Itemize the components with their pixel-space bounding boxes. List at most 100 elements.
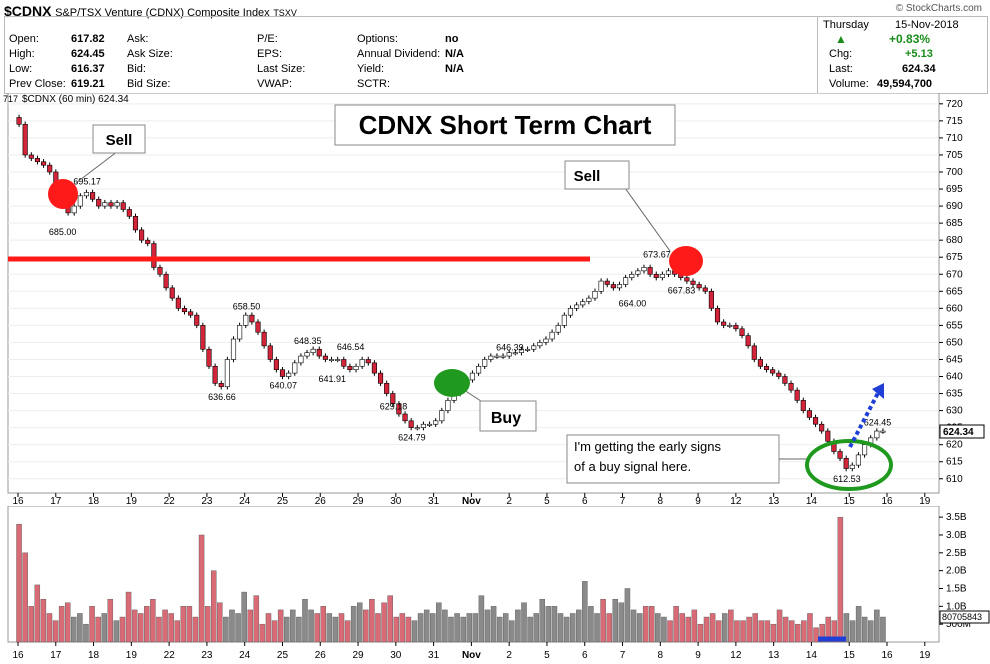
candle-body (114, 202, 120, 207)
quote-day: Thursday (823, 19, 869, 31)
candle-body (108, 202, 114, 207)
buy-label: Buy (491, 410, 521, 427)
volume-bar (235, 613, 241, 643)
open-value: 617.82 (71, 33, 105, 45)
candle-body (806, 410, 812, 418)
price-x-tick-label: 30 (390, 496, 402, 505)
volume-bar (807, 613, 813, 643)
candle-body (34, 158, 41, 163)
candle-body (188, 311, 194, 316)
yield-value: N/A (445, 63, 464, 75)
volume-bar (223, 616, 229, 643)
volume-bar (308, 609, 314, 643)
price-annotation: 636.66 (208, 392, 236, 402)
volume-bar (448, 616, 454, 643)
volume-bar (131, 609, 138, 643)
candle-body (500, 355, 506, 358)
price-annotation: 646.54 (337, 342, 365, 352)
price-annotation: 685.00 (49, 227, 77, 237)
price-y-tick-label: 675 (946, 252, 963, 263)
candle-body (120, 202, 126, 210)
candle-body (396, 403, 402, 415)
volume-x-tick-label: Nov (462, 650, 481, 661)
volume-x-tick-label: 23 (201, 650, 213, 661)
volume-bar (484, 609, 491, 643)
candle-body (22, 123, 28, 156)
candle-body (739, 328, 745, 336)
price-annotation: 667.83 (668, 286, 696, 296)
volume-bar (302, 598, 308, 643)
volume-bar (89, 606, 95, 643)
candle-body (647, 267, 653, 275)
dividend-value: N/A (445, 48, 464, 60)
volume-bar (624, 588, 631, 643)
candle-body (531, 345, 537, 350)
volume-bar (551, 606, 558, 643)
candle-body (598, 280, 604, 292)
last-label: Last: (829, 63, 853, 75)
price-annotation: 624.79 (398, 432, 426, 442)
volume-bar (758, 620, 765, 643)
candle-body (249, 314, 255, 323)
volume-bar (594, 613, 600, 643)
volume-bar (247, 609, 253, 643)
volume-bar (40, 598, 47, 643)
volume-bar (460, 616, 466, 643)
candle-body (439, 410, 445, 422)
candle-body (237, 325, 243, 340)
volume-bar (64, 602, 71, 643)
volume-bar (588, 606, 594, 643)
signal-note-line1: I'm getting the early signs (574, 439, 721, 454)
candle-body (659, 273, 665, 278)
volume-bar (533, 613, 539, 643)
price-grid (8, 103, 939, 480)
price-y-tick-label: 615 (946, 457, 963, 468)
candle-body (328, 359, 335, 361)
volume-y-tick-label: 1.5B (946, 583, 967, 594)
volume-x-tick-label: 16 (12, 650, 24, 661)
volume-bar (71, 616, 77, 643)
sell-marker-2 (669, 246, 703, 276)
volume-bar (795, 623, 801, 643)
volume-last-tag (939, 610, 990, 624)
volume-bar (150, 598, 156, 643)
volume-bar (636, 613, 643, 643)
volume-bar (314, 613, 320, 643)
candle-body (365, 359, 371, 364)
price-y-tick-label: 620 (946, 440, 963, 451)
volume-bar (405, 616, 412, 643)
volume-bar (496, 616, 503, 643)
volume-x-tick-label: 9 (695, 650, 701, 661)
volume-bar (162, 609, 168, 643)
dividend-label: Annual Dividend: (357, 48, 441, 60)
candle-body (41, 161, 47, 166)
projection-arrowhead-icon (872, 383, 884, 399)
volume-bar (776, 609, 783, 643)
candle-body (384, 383, 390, 394)
volume-x-tick-label: 16 (881, 650, 893, 661)
price-x-axis: 16 17 18 19 22 23 24 25 26 29 30 31 Nov 2 5 6 7 8 9 12 13 14 1… (12, 493, 931, 505)
price-x-tick-label: 13 (768, 496, 780, 505)
volume-bar (95, 616, 101, 643)
price-x-tick-label: 23 (201, 496, 213, 505)
price-x-tick-label: 8 (658, 496, 664, 505)
volume-bar (782, 616, 789, 643)
sell-marker-1 (48, 179, 78, 209)
price-y-tick-label: 680 (946, 235, 963, 246)
price-x-tick-label: 12 (730, 496, 742, 505)
volume-x-tick-label: 8 (658, 650, 664, 661)
candle-body (604, 280, 610, 285)
price-y-tick-label: 650 (946, 337, 963, 348)
ask-size-label: Ask Size: (127, 48, 173, 60)
volume-bar (430, 613, 436, 643)
volume-bar (144, 606, 150, 643)
signal-note-line2: of a buy signal here. (574, 459, 691, 474)
volume-bar (649, 606, 655, 643)
volume-bar (375, 613, 381, 643)
volume-bar (22, 552, 28, 643)
volume-bar (296, 616, 302, 643)
candle-body (139, 229, 145, 241)
price-x-tick-label: 14 (806, 496, 818, 505)
volume-bar (837, 516, 844, 643)
